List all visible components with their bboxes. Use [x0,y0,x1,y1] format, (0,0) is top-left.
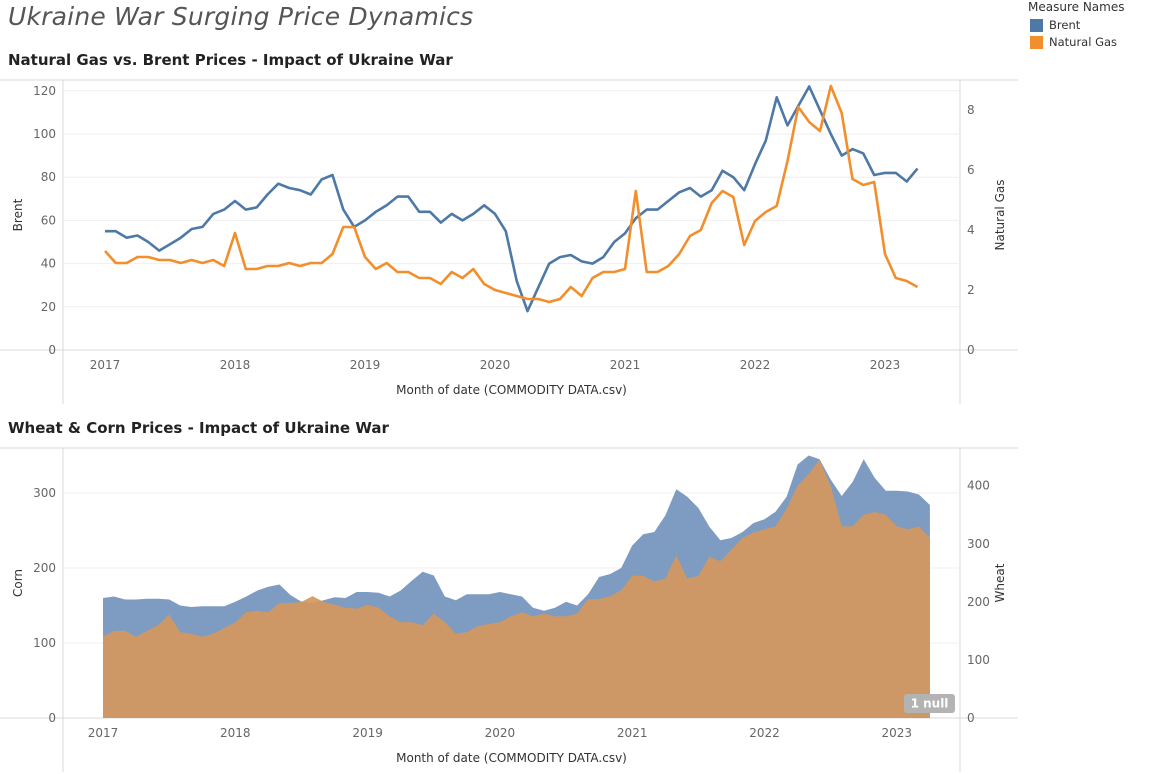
legend-swatch-natural-gas [1030,35,1043,49]
x-tick-label: 2020 [485,726,516,740]
series-line-brent [105,85,919,313]
y-left-tick-label: 100 [33,127,56,141]
x-tick-label: 2022 [749,726,780,740]
x-tick-label: 2022 [740,358,771,372]
legend-swatch-brent [1030,18,1043,32]
y-left-axis-title: Corn [11,569,25,597]
x-tick-label: 2020 [480,358,511,372]
y-right-tick-label: 200 [967,595,990,609]
y-left-tick-label: 200 [33,561,56,575]
x-tick-label: 2017 [90,358,121,372]
y-left-tick-label: 120 [33,84,56,98]
y-left-tick-label: 0 [48,711,56,725]
null-indicator-label: 1 null [911,697,949,711]
x-tick-label: 2021 [610,358,641,372]
y-right-tick-label: 4 [967,223,975,237]
y-right-tick-label: 300 [967,537,990,551]
chart-0: 0 20 40 60 80 100 120 0 2 4 6 8 2017 2018 2019 2020 2021… [0,79,1018,404]
chart-1: 0 100 200 300 0 100 200 300 400 2017 2018 2019 2020 2… [0,447,1018,772]
y-left-tick-label: 80 [41,170,56,184]
legend: Measure Names Brent Natural Gas [1028,0,1124,49]
x-axis-title: Month of date (COMMODITY DATA.csv) [396,383,627,397]
null-indicator-badge [904,694,955,713]
y-right-axis-title: Wheat [993,563,1007,602]
x-tick-label: 2017 [88,726,119,740]
y-right-tick-label: 0 [967,711,975,725]
series-line-natural-gas [104,84,919,304]
x-axis-title: Month of date (COMMODITY DATA.csv) [396,751,627,765]
y-left-axis-title: Brent [11,198,25,231]
x-tick-label: 2021 [617,726,648,740]
legend-title: Measure Names [1028,0,1125,14]
y-right-tick-label: 8 [967,103,975,117]
x-tick-label: 2019 [352,726,383,740]
y-right-tick-label: 6 [967,163,975,177]
y-left-tick-label: 60 [41,213,56,227]
x-tick-label: 2019 [350,358,381,372]
chart-title-grains: Wheat & Corn Prices - Impact of Ukraine … [8,419,389,437]
y-left-tick-label: 300 [33,486,56,500]
x-tick-label: 2023 [882,726,913,740]
y-left-tick-label: 20 [41,300,56,314]
series-area-wheat [103,459,930,718]
dashboard-title: Ukraine War Surging Price Dynamics [8,2,474,31]
y-right-tick-label: 0 [967,343,975,357]
y-right-tick-label: 400 [967,479,990,493]
y-left-tick-label: 100 [33,636,56,650]
y-right-tick-label: 100 [967,653,990,667]
legend-label-brent: Brent [1049,18,1081,32]
x-tick-label: 2023 [870,358,901,372]
y-left-tick-label: 40 [41,257,56,271]
legend-item-brent[interactable]: Brent [1030,18,1124,32]
legend-label-natural-gas: Natural Gas [1049,35,1118,49]
y-right-axis-title: Natural Gas [993,180,1007,251]
x-tick-label: 2018 [220,726,251,740]
chart-title-energy: Natural Gas vs. Brent Prices - Impact of… [8,51,453,69]
x-tick-label: 2018 [220,358,251,372]
legend-item-natural-gas[interactable]: Natural Gas [1030,35,1124,49]
y-left-tick-label: 0 [48,343,56,357]
y-right-tick-label: 2 [967,283,975,297]
